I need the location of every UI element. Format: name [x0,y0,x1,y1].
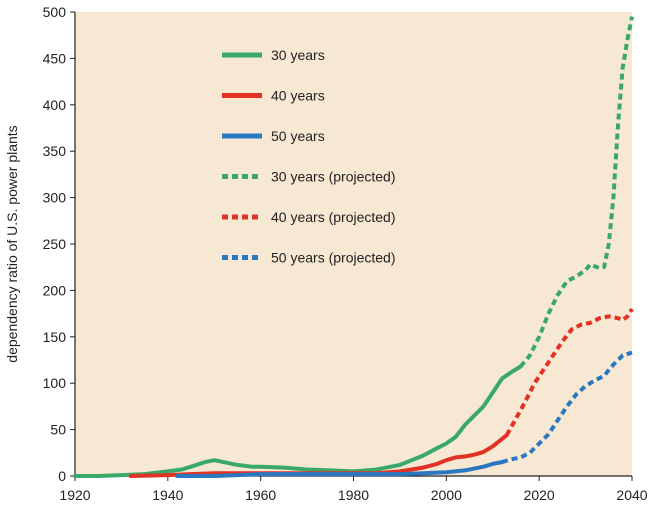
y-tick-label: 350 [43,143,67,159]
y-tick-label: 500 [43,4,67,20]
series-line-1 [128,433,509,478]
series-layer [73,16,634,478]
axes: 0 50 100 150 200 250 300 350 400 450 500 1920 1940 19… [43,4,648,503]
legend-label-4: 40 years (projected) [271,209,396,225]
legend-label-2: 50 years [271,128,325,144]
x-tick-label: 1960 [245,487,276,503]
series-line-5 [501,350,633,465]
y-tick-label: 250 [43,236,67,252]
y-tick-label: 450 [43,50,67,66]
legend: 30 years 40 years 50 years 30 years (projec… [222,47,396,266]
x-tick-label: 2000 [431,487,462,503]
series-line-3 [519,16,634,368]
series-line-2 [175,460,504,478]
y-tick-label: 0 [58,468,66,484]
legend-label-3: 30 years (projected) [271,169,396,185]
plot-background [75,12,632,476]
y-tick-label: 200 [43,282,67,298]
legend-label-1: 40 years [271,88,325,104]
y-tick-label: 150 [43,329,67,345]
y-tick-label: 400 [43,97,67,113]
y-tick-label: 50 [50,422,66,438]
legend-label-5: 50 years (projected) [271,250,396,266]
y-tick-label: 300 [43,190,67,206]
legend-label-0: 30 years [271,47,325,63]
y-tick-label: 100 [43,375,67,391]
series-line-0 [73,364,523,478]
x-tick-label: 2040 [616,487,647,503]
x-tick-label: 1940 [152,487,183,503]
x-tick-label: 2020 [524,487,555,503]
x-tick-label: 1920 [59,487,90,503]
x-tick-label: 1980 [338,487,369,503]
y-axis-title: dependency ratio of U.S. power plants [4,125,20,362]
